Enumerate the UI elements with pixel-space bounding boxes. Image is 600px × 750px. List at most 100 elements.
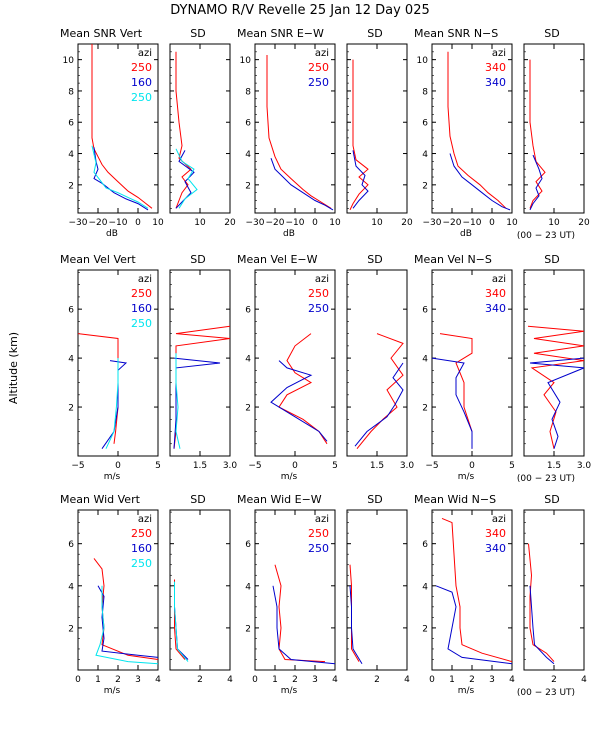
panel-snr-sd-0: SD 10 20 [169, 27, 236, 228]
y-tick-label: 6 [68, 306, 74, 316]
panel-title: SD [367, 253, 382, 266]
series-line-cyan-250 [175, 353, 181, 449]
x-tick-label: 3.0 [400, 461, 415, 471]
x-tick-label: 4 [332, 675, 338, 685]
plot-frame [346, 43, 408, 214]
panel-title: Mean Wid E−W [237, 493, 322, 506]
series-line-blue-160 [173, 357, 221, 449]
x-tick-label: 0 [292, 461, 298, 471]
series-line-blue-340 [529, 357, 584, 449]
y-tick-label: 2 [422, 624, 428, 634]
x-axis-label: m/s [281, 686, 298, 696]
series-line-red-250 [78, 333, 119, 444]
legend-entry-blue: 160 [131, 76, 152, 89]
x-tick-label: 4 [509, 675, 515, 685]
series-line-blue-340 [432, 357, 473, 449]
panel-title: Mean SNR N−S [414, 27, 498, 40]
time-range-note: (00 − 23 UT) [517, 688, 575, 698]
y-tick-label: 10 [240, 56, 252, 66]
x-tick-label: −10 [109, 218, 128, 228]
legend-header: azi [138, 274, 152, 285]
x-tick-label: 2 [551, 675, 557, 685]
x-tick-label: −5 [71, 461, 84, 471]
x-tick-label: 3 [312, 675, 318, 685]
panel-vel-sd-1: SD 1.5 3.0 [346, 253, 415, 471]
panel-title: SD [190, 253, 205, 266]
x-tick-label: 20 [578, 218, 590, 228]
y-tick-label: 6 [422, 119, 428, 129]
x-tick-label: 10 [506, 218, 518, 228]
x-tick-label: 5 [509, 461, 515, 471]
series-line-blue-160 [101, 360, 128, 449]
series-line-red-250 [349, 59, 369, 211]
x-tick-label: −10 [463, 218, 482, 228]
series-line-cyan-250 [174, 581, 189, 662]
series-line-blue-340 [529, 585, 555, 665]
panel-vel-mean-1: Mean Vel E−W 2 4 6 −5 0 5 m/s azi 250 250 [237, 253, 338, 482]
x-tick-label: 3.0 [223, 461, 238, 471]
y-tick-label: 4 [245, 582, 251, 592]
x-tick-label: 3.0 [577, 461, 592, 471]
y-tick-label: 4 [68, 355, 74, 365]
x-tick-label: 1.5 [193, 461, 207, 471]
x-tick-label: 2 [469, 675, 475, 685]
panel-title: Mean SNR E−W [237, 27, 324, 40]
legend-header: azi [138, 48, 152, 59]
panel-snr-mean-2: Mean SNR N−S 2 4 6 8 10 −30 −20 −10 0 10 dB azi 340 34… [414, 27, 518, 239]
y-tick-label: 8 [68, 87, 74, 97]
time-range-note: (00 − 23 UT) [517, 474, 575, 484]
y-tick-label: 4 [68, 150, 74, 160]
legend-entry-red: 250 [308, 527, 329, 540]
panel-wid-mean-1: Mean Wid E−W 2 4 6 0 1 2 3 4 m/s azi 250 250 [237, 493, 338, 696]
y-tick-label: 10 [417, 56, 429, 66]
legend-entry-red: 340 [485, 527, 506, 540]
x-tick-label: 5 [155, 461, 161, 471]
x-tick-label: −30 [423, 218, 442, 228]
panel-title: SD [190, 493, 205, 506]
series-line-red-250 [175, 51, 192, 209]
x-tick-label: 0 [489, 218, 495, 228]
x-tick-label: 0 [115, 461, 121, 471]
y-tick-label: 4 [422, 150, 428, 160]
series-line-blue-160 [93, 147, 149, 211]
plot-frame [523, 509, 585, 671]
x-tick-label: 10 [548, 218, 560, 228]
series-line-red-250 [274, 564, 326, 663]
x-tick-label: 0 [429, 675, 435, 685]
x-tick-label: 0 [469, 461, 475, 471]
series-line-blue-340 [529, 154, 543, 211]
panel-wid-mean-0: Mean Wid Vert 2 4 6 0 1 2 3 4 m/s azi 250 160 250 [60, 493, 161, 696]
y-tick-label: 4 [245, 150, 251, 160]
plot-frame [523, 43, 585, 214]
legend-entry-blue: 250 [308, 542, 329, 555]
x-tick-label: 5 [332, 461, 338, 471]
plot-frame [169, 43, 231, 214]
y-tick-label: 4 [68, 582, 74, 592]
series-line-cyan-250 [95, 585, 158, 665]
series-line-red-340 [441, 517, 512, 663]
x-tick-label: 1 [95, 675, 101, 685]
x-tick-label: 2 [374, 675, 380, 685]
panel-title: Mean Wid N−S [414, 493, 496, 506]
panel-title: Mean Wid Vert [60, 493, 141, 506]
panel-wid-mean-2: Mean Wid N−S 2 4 6 0 1 2 3 4 m/s azi 340 340 [414, 493, 515, 696]
series-line-blue-340 [435, 585, 512, 665]
series-line-blue-160 [175, 150, 195, 209]
y-tick-label: 2 [422, 181, 428, 191]
legend-header: azi [492, 514, 506, 525]
x-tick-label: 4 [155, 675, 161, 685]
legend-entry-red: 340 [485, 61, 506, 74]
panel-wid-sd-0: SD 2 4 [169, 493, 233, 685]
panel-snr-sd-1: SD 10 20 [346, 27, 413, 228]
panel-title: Mean Vel Vert [60, 253, 136, 266]
x-tick-label: −5 [425, 461, 438, 471]
series-line-red-250 [266, 55, 332, 209]
panel-title: SD [544, 27, 559, 40]
series-line-blue-250 [352, 150, 369, 209]
legend-header: azi [138, 514, 152, 525]
legend-entry-red: 340 [485, 287, 506, 300]
series-line-cyan-250 [105, 358, 119, 449]
plot-frame [169, 509, 231, 671]
y-tick-label: 6 [245, 119, 251, 129]
